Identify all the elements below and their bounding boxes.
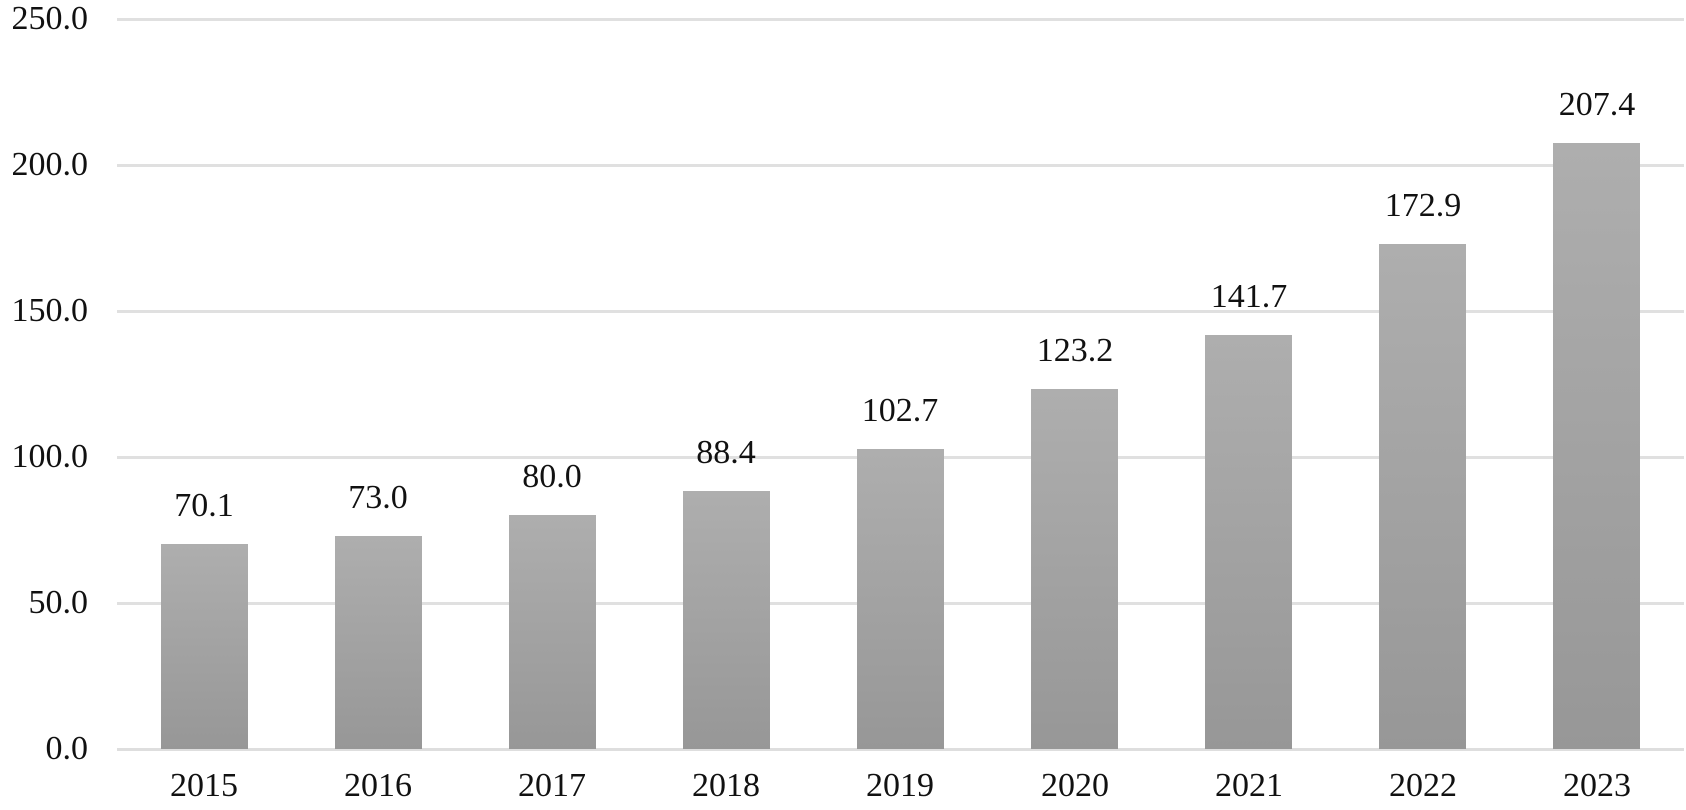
x-tick-label-2015: 2015 [170,767,238,804]
value-label-2018: 88.4 [696,434,756,471]
y-tick-label: 200.0 [11,146,89,183]
y-tick-label: 50.0 [28,584,89,621]
value-label-2021: 141.7 [1210,278,1288,315]
x-tick-label-2018: 2018 [692,767,760,804]
bar-2016 [335,536,422,749]
gridline-200 [117,164,1684,167]
value-label-2015: 70.1 [174,487,234,524]
gridline-150 [117,310,1684,313]
value-label-2017: 80.0 [522,458,582,495]
value-label-2020: 123.2 [1036,332,1114,369]
value-label-2019: 102.7 [861,392,939,429]
x-tick-label-2022: 2022 [1389,767,1457,804]
bar-2022 [1379,244,1466,749]
y-tick-label: 150.0 [11,292,89,329]
bar-2017 [509,515,596,749]
bar-2015 [161,544,248,749]
bar-2019 [857,449,944,749]
x-tick-label-2021: 2021 [1215,767,1283,804]
gridline-250 [117,18,1684,21]
bar-2018 [683,491,770,749]
x-tick-label-2017: 2017 [518,767,586,804]
x-axis-line [117,748,1684,751]
value-label-2023: 207.4 [1558,86,1636,123]
bar-2020 [1031,389,1118,749]
x-tick-label-2023: 2023 [1563,767,1631,804]
y-tick-label: 250.0 [11,0,89,37]
value-label-2022: 172.9 [1384,187,1462,224]
bar-2021 [1205,335,1292,749]
y-tick-label: 100.0 [11,438,89,475]
x-tick-label-2020: 2020 [1041,767,1109,804]
x-tick-label-2019: 2019 [866,767,934,804]
value-label-2016: 73.0 [348,479,408,516]
bar-2023 [1553,143,1640,749]
y-tick-label: 0.0 [45,730,89,767]
x-tick-label-2016: 2016 [344,767,412,804]
